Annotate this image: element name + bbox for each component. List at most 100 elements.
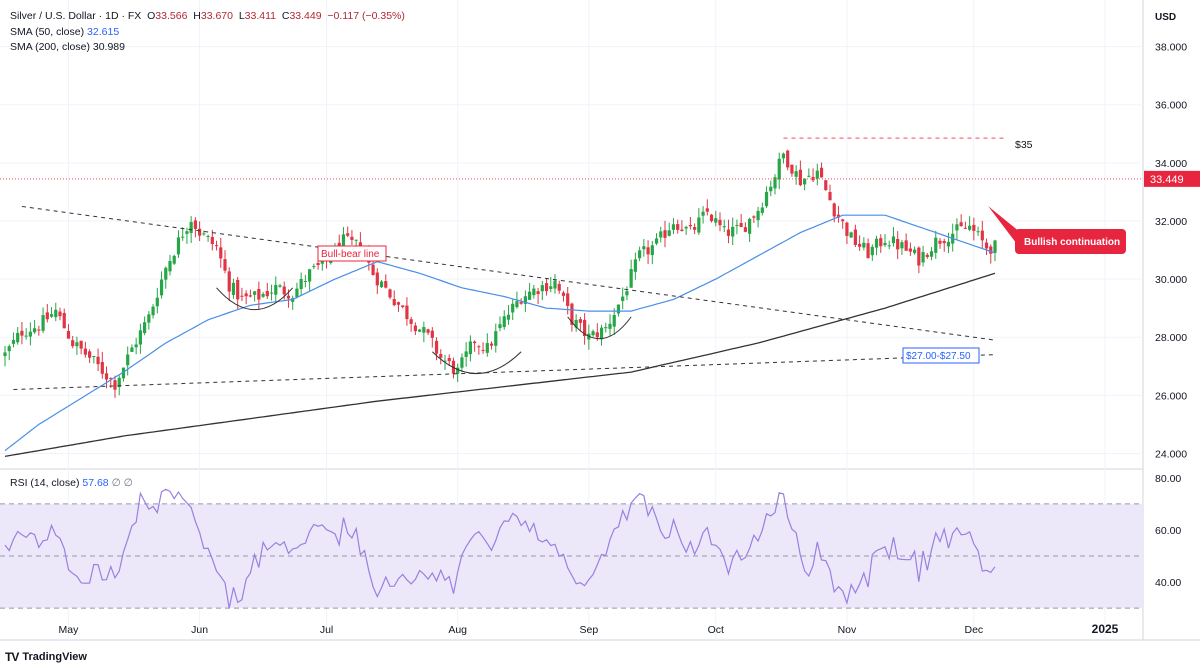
candle-up	[638, 250, 642, 259]
candle-down	[371, 264, 375, 276]
candle-down	[959, 222, 963, 227]
candle-up	[274, 284, 278, 295]
candle-up	[667, 230, 671, 236]
candle-up	[976, 231, 980, 233]
candle-up	[164, 267, 168, 280]
candle-down	[841, 219, 845, 222]
candle-down	[989, 246, 993, 254]
candle-down	[350, 236, 354, 240]
rsi-tick-label: 40.00	[1155, 577, 1181, 589]
candle-up	[185, 231, 189, 234]
candle-down	[71, 340, 75, 347]
symbol-title[interactable]: Silver / U.S. Dollar · 1D · FX	[10, 10, 142, 22]
low-label: L	[238, 10, 245, 22]
candle-down	[845, 222, 849, 236]
time-tick-label: Aug	[448, 624, 467, 636]
candle-down	[405, 305, 409, 320]
candle-up	[506, 314, 511, 320]
candle-up	[151, 306, 155, 316]
candle-down	[819, 167, 824, 178]
candle-down	[536, 291, 540, 295]
candle-down	[79, 340, 83, 349]
candle-down	[447, 357, 451, 362]
candle-up	[769, 186, 773, 192]
high-value: 33.670	[200, 10, 233, 22]
candle-up	[49, 314, 54, 317]
candle-up	[900, 242, 904, 249]
candle-up	[523, 296, 527, 304]
brand-name: TradingView	[22, 651, 87, 663]
candle-up	[202, 233, 206, 235]
candle-down	[489, 343, 494, 346]
candle-down	[384, 281, 388, 288]
candle-up	[341, 234, 346, 251]
candle-down	[198, 228, 202, 236]
candle-down	[972, 224, 976, 231]
currency-label[interactable]: USD	[1155, 12, 1177, 23]
candle-down	[980, 230, 984, 241]
bull-bear-label-box	[317, 245, 387, 262]
candle-up	[75, 342, 79, 347]
candle-up	[291, 298, 295, 302]
candle-up	[261, 293, 265, 297]
candle-up	[117, 377, 121, 388]
sma200-legend[interactable]: SMA (200, close) 30.989	[10, 40, 405, 56]
candle-up	[41, 315, 45, 331]
candle-down	[473, 341, 477, 344]
candle-up	[485, 343, 489, 353]
candle-down	[561, 292, 566, 296]
candle-up	[176, 237, 181, 255]
candle-up	[515, 301, 519, 308]
candle-up	[625, 291, 629, 296]
close-value: 33.449	[289, 10, 322, 22]
candle-down	[20, 330, 24, 336]
candle-up	[731, 226, 735, 237]
candle-down	[100, 361, 104, 374]
candle-down	[583, 319, 587, 336]
rsi-legend[interactable]: RSI (14, close) 57.68 ∅ ∅	[10, 477, 133, 489]
candle-up	[460, 357, 464, 368]
candle-up	[633, 259, 637, 272]
candle-down	[392, 299, 396, 306]
candle-down	[705, 208, 709, 212]
candle-up	[354, 239, 358, 241]
candle-up	[870, 246, 874, 256]
sma200-value: 30.989	[92, 41, 125, 53]
tradingview-brand[interactable]: TV TradingView	[5, 650, 87, 664]
candle-up	[591, 331, 595, 336]
candle-up	[891, 236, 896, 244]
candle-down	[896, 239, 900, 250]
candle-up	[697, 217, 701, 233]
candle-down	[786, 150, 790, 168]
candle-up	[549, 286, 553, 289]
candle-up	[807, 175, 811, 177]
candle-down	[917, 247, 921, 266]
candle-up	[299, 278, 303, 290]
candle-up	[308, 269, 312, 282]
candle-down	[925, 254, 929, 257]
support-zone-label: $27.00-$27.50	[906, 351, 971, 362]
sma50-legend[interactable]: SMA (50, close) 32.615	[10, 25, 405, 41]
candle-down	[739, 223, 743, 228]
callout-pointer	[988, 206, 1020, 248]
candle-down	[430, 330, 434, 338]
candle-up	[494, 331, 498, 346]
candle-up	[574, 319, 578, 328]
rsi-line	[4, 488, 996, 609]
candle-down	[316, 262, 320, 265]
candle-up	[3, 352, 7, 357]
candle-up	[312, 266, 316, 268]
candle-up	[143, 322, 147, 334]
candle-down	[984, 242, 989, 249]
candle-up	[155, 297, 159, 307]
candle-up	[121, 367, 126, 379]
candle-down	[832, 203, 836, 217]
candle-down	[828, 192, 832, 201]
candle-up	[379, 281, 384, 288]
price-tick-label: 32.000	[1155, 216, 1187, 228]
candle-down	[434, 340, 439, 354]
candle-down	[265, 291, 269, 297]
candle-up	[781, 153, 786, 159]
